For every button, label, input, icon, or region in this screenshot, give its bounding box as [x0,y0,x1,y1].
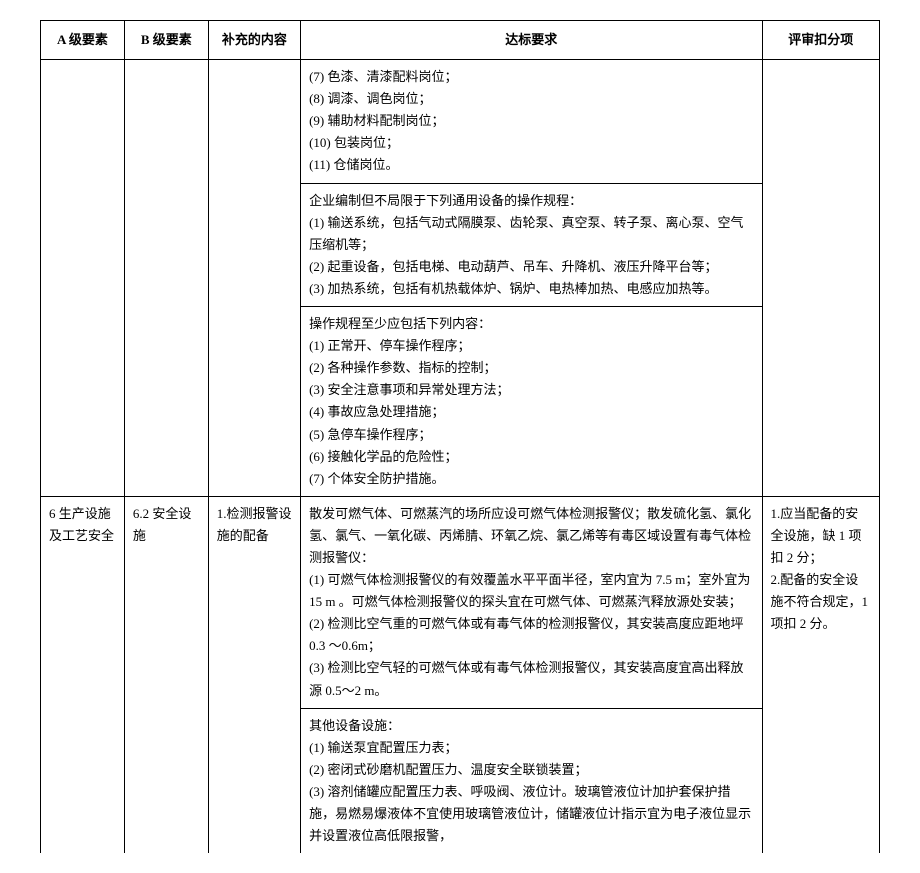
table-row: 操作规程至少应包括下列内容： (1) 正常开、停车操作程序； (2) 各种操作参… [41,307,880,497]
header-deduction: 评审扣分项 [762,21,879,60]
cell-deduction [762,708,879,853]
deduction-line: 1.应当配备的安全设施，缺 1 项扣 2 分； [771,503,871,569]
req-line: (3) 加热系统，包括有机热载体炉、锅炉、电热棒加热、电感应加热等。 [309,278,753,300]
table-header-row: A 级要素 B 级要素 补充的内容 达标要求 评审扣分项 [41,21,880,60]
req-line: (3) 安全注意事项和异常处理方法； [309,379,753,401]
header-supplement: 补充的内容 [208,21,300,60]
req-line: (10) 包装岗位； [309,132,753,154]
header-b-level: B 级要素 [124,21,208,60]
cell-deduction [762,307,879,497]
cell-a [41,307,125,497]
req-line: (3) 溶剂储罐应配置压力表、呼吸阀、液位计。玻璃管液位计加护套保护措施，易燃易… [309,781,753,847]
cell-requirement: 操作规程至少应包括下列内容： (1) 正常开、停车操作程序； (2) 各种操作参… [301,307,762,497]
table-row: 其他设备设施： (1) 输送泵宜配置压力表； (2) 密闭式砂磨机配置压力、温度… [41,708,880,853]
cell-c [208,60,300,183]
cell-b: 6.2 安全设施 [124,496,208,708]
cell-requirement: 散发可燃气体、可燃蒸汽的场所应设可燃气体检测报警仪；散发硫化氢、氯化氢、氯气、一… [301,496,762,708]
req-line: 散发可燃气体、可燃蒸汽的场所应设可燃气体检测报警仪；散发硫化氢、氯化氢、氯气、一… [309,503,753,569]
req-line: (3) 检测比空气轻的可燃气体或有毒气体检测报警仪，其安装高度宜高出释放源 0.… [309,657,753,701]
req-line: (6) 接触化学品的危险性； [309,446,753,468]
req-line: (5) 急停车操作程序； [309,424,753,446]
cell-deduction [762,183,879,306]
table-row: 6 生产设施及工艺安全 6.2 安全设施 1.检测报警设施的配备 散发可燃气体、… [41,496,880,708]
req-line: (11) 仓储岗位。 [309,154,753,176]
req-line: 其他设备设施： [309,715,753,737]
cell-c [208,307,300,497]
req-line: (1) 输送系统，包括气动式隔膜泵、齿轮泵、真空泵、转子泵、离心泵、空气压缩机等… [309,212,753,256]
assessment-table: A 级要素 B 级要素 补充的内容 达标要求 评审扣分项 (7) 色漆、清漆配料… [40,20,880,853]
req-line: (1) 正常开、停车操作程序； [309,335,753,357]
header-a-level: A 级要素 [41,21,125,60]
cell-b [124,60,208,183]
cell-deduction: 1.应当配备的安全设施，缺 1 项扣 2 分； 2.配备的安全设施不符合规定，1… [762,496,879,708]
cell-b [124,183,208,306]
table-row: 企业编制但不局限于下列通用设备的操作规程： (1) 输送系统，包括气动式隔膜泵、… [41,183,880,306]
req-line: (8) 调漆、调色岗位； [309,88,753,110]
cell-b [124,307,208,497]
req-line: (2) 各种操作参数、指标的控制； [309,357,753,379]
cell-requirement: 其他设备设施： (1) 输送泵宜配置压力表； (2) 密闭式砂磨机配置压力、温度… [301,708,762,853]
req-line: (4) 事故应急处理措施； [309,401,753,423]
cell-requirement: 企业编制但不局限于下列通用设备的操作规程： (1) 输送系统，包括气动式隔膜泵、… [301,183,762,306]
cell-requirement: (7) 色漆、清漆配料岗位； (8) 调漆、调色岗位； (9) 辅助材料配制岗位… [301,60,762,183]
cell-a [41,60,125,183]
cell-a [41,708,125,853]
table-row: (7) 色漆、清漆配料岗位； (8) 调漆、调色岗位； (9) 辅助材料配制岗位… [41,60,880,183]
req-line: 操作规程至少应包括下列内容： [309,313,753,335]
req-line: (1) 输送泵宜配置压力表； [309,737,753,759]
cell-deduction [762,60,879,183]
req-line: (2) 密闭式砂磨机配置压力、温度安全联锁装置； [309,759,753,781]
header-requirement: 达标要求 [301,21,762,60]
cell-a: 6 生产设施及工艺安全 [41,496,125,708]
cell-a [41,183,125,306]
cell-c: 1.检测报警设施的配备 [208,496,300,708]
cell-c [208,183,300,306]
req-line: (9) 辅助材料配制岗位； [309,110,753,132]
req-line: (7) 色漆、清漆配料岗位； [309,66,753,88]
req-line: (1) 可燃气体检测报警仪的有效覆盖水平平面半径，室内宜为 7.5 m；室外宜为… [309,569,753,613]
req-line: 企业编制但不局限于下列通用设备的操作规程： [309,190,753,212]
req-line: (7) 个体安全防护措施。 [309,468,753,490]
req-line: (2) 起重设备，包括电梯、电动葫芦、吊车、升降机、液压升降平台等； [309,256,753,278]
cell-b [124,708,208,853]
cell-c [208,708,300,853]
deduction-line: 2.配备的安全设施不符合规定，1 项扣 2 分。 [771,569,871,635]
